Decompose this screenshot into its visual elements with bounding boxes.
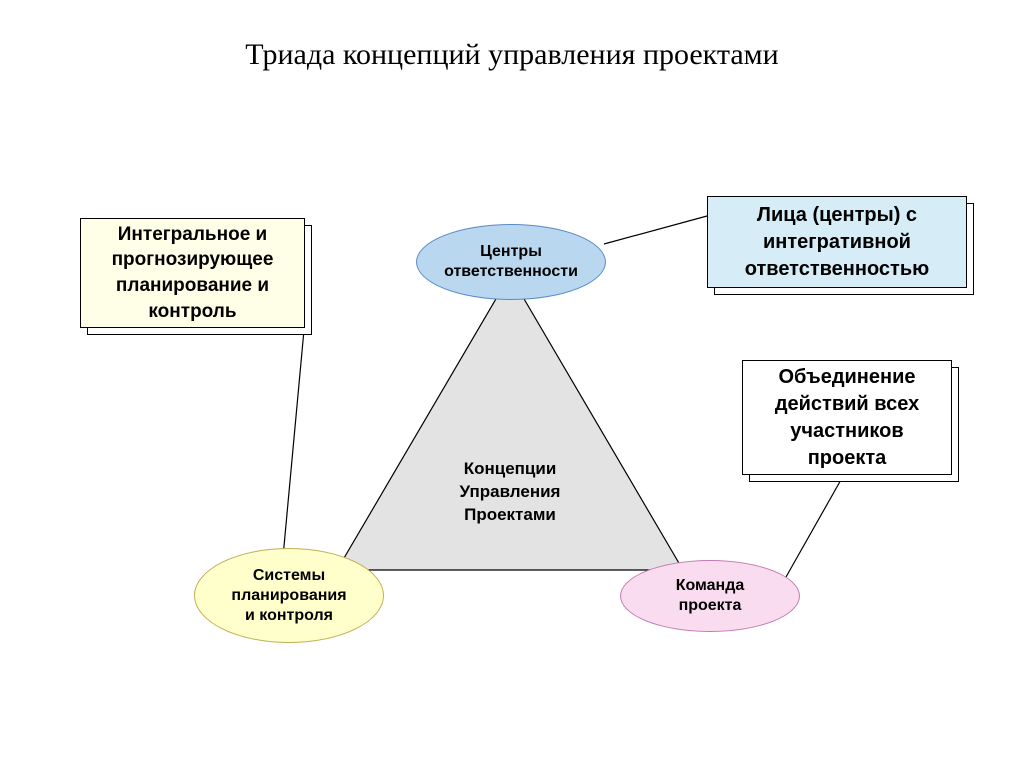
ellipse-project-team: Командапроекта bbox=[620, 560, 800, 632]
ellipse-responsibility-centers: Центрыответственности bbox=[416, 224, 606, 300]
page-title: Триада концепций управления проектами bbox=[0, 38, 1024, 72]
callout-union-text: Объединениедействий всехучастниковпроект… bbox=[775, 364, 919, 472]
ellipse-left-label: Системыпланированияи контроля bbox=[231, 566, 346, 626]
callout-persons: Лица (центры) синтегративнойответственно… bbox=[707, 196, 967, 288]
callout-union: Объединениедействий всехучастниковпроект… bbox=[742, 360, 952, 475]
callout-planning: Интегральное ипрогнозирующеепланирование… bbox=[80, 218, 305, 328]
ellipse-planning-systems: Системыпланированияи контроля bbox=[194, 548, 384, 643]
callout-planning-text: Интегральное ипрогнозирующеепланирование… bbox=[112, 222, 274, 325]
ellipse-right-label: Командапроекта bbox=[676, 576, 745, 616]
triangle-label: КонцепцииУправленияПроектами bbox=[425, 458, 595, 527]
ellipse-top-label: Центрыответственности bbox=[444, 242, 578, 282]
callout-persons-text: Лица (центры) синтегративнойответственно… bbox=[745, 202, 929, 283]
